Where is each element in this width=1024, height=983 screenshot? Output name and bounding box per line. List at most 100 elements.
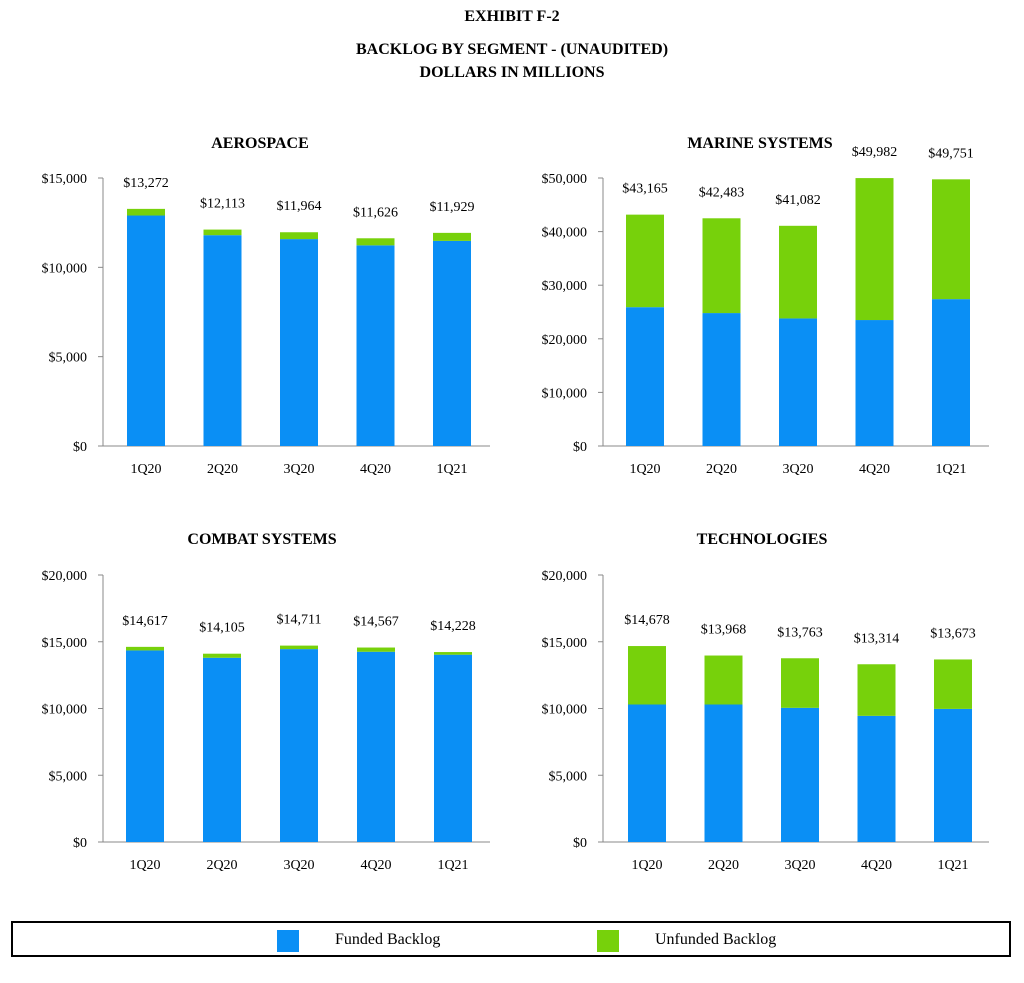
aerospace-y-tick-label: $15,000: [42, 172, 88, 187]
combat-systems-total-label-1q21: $14,228: [430, 619, 476, 634]
combat-systems-x-tick-label: 1Q21: [437, 858, 468, 873]
marine-systems-funded-bar-4q20: [855, 320, 894, 446]
funded-legend-swatch: [277, 930, 299, 952]
combat-systems-unfunded-bar-1q21: [434, 652, 472, 655]
combat-systems-x-tick-label: 4Q20: [360, 858, 391, 873]
marine-systems-y-tick-label: $20,000: [542, 333, 588, 348]
technologies-unfunded-bar-2q20: [704, 655, 743, 705]
marine-systems-total-label-3q20: $41,082: [775, 193, 821, 208]
combat-systems-funded-bar-1q21: [434, 654, 472, 842]
technologies-total-label-1q21: $13,673: [930, 626, 976, 641]
technologies-total-label-3q20: $13,763: [777, 625, 823, 640]
marine-systems-x-tick-label: 2Q20: [706, 462, 737, 477]
aerospace-y-tick-label: $10,000: [42, 261, 88, 276]
technologies-unfunded-bar-1q21: [934, 659, 972, 709]
aerospace-total-label-2q20: $12,113: [200, 197, 245, 212]
technologies-total-label-4q20: $13,314: [854, 631, 900, 646]
technologies-funded-bar-4q20: [857, 715, 896, 842]
marine-systems-funded-bar-1q20: [626, 307, 664, 446]
aerospace-unfunded-bar-1q20: [127, 208, 165, 216]
combat-systems-total-label-2q20: $14,105: [199, 621, 245, 636]
combat-systems-funded-bar-3q20: [280, 649, 318, 842]
technologies-y-tick-label: $10,000: [542, 703, 588, 718]
aerospace-total-label-3q20: $11,964: [277, 199, 322, 214]
aerospace-funded-bar-1q21: [433, 240, 471, 446]
combat-systems-funded-bar-2q20: [203, 657, 241, 842]
page-subtitle: DOLLARS IN MILLIONS: [419, 64, 605, 81]
page-title: BACKLOG BY SEGMENT - (UNAUDITED): [355, 41, 669, 58]
aerospace-x-tick-label: 3Q20: [283, 462, 314, 477]
marine-systems-unfunded-bar-3q20: [779, 225, 817, 319]
marine-systems-x-tick-label: 1Q20: [629, 462, 660, 477]
aerospace-total-label-4q20: $11,626: [353, 205, 398, 220]
technologies-total-label-2q20: $13,968: [701, 623, 747, 638]
technologies-total-label-1q20: $14,678: [624, 613, 670, 628]
funded-legend-label: Funded Backlog: [335, 931, 441, 948]
combat-systems-total-label-1q20: $14,617: [122, 614, 168, 629]
marine-systems-funded-bar-1q21: [932, 299, 970, 446]
marine-systems-unfunded-bar-1q20: [626, 214, 664, 308]
marine-systems-funded-bar-2q20: [702, 313, 741, 446]
marine-systems-y-tick-label: $30,000: [542, 279, 588, 294]
legend: Funded Backlog Unfunded Backlog: [11, 921, 1011, 957]
combat-systems-x-tick-label: 3Q20: [283, 858, 314, 873]
technologies-funded-bar-1q21: [934, 708, 972, 842]
aerospace-x-tick-label: 2Q20: [207, 462, 238, 477]
unfunded-legend-label: Unfunded Backlog: [655, 931, 777, 948]
aerospace-total-label-1q20: $13,272: [123, 176, 169, 191]
marine-systems-chart-title: MARINE SYSTEMS: [687, 135, 832, 152]
marine-systems-unfunded-bar-1q21: [932, 179, 970, 300]
aerospace-funded-bar-2q20: [203, 235, 242, 446]
marine-systems-x-tick-label: 4Q20: [859, 462, 890, 477]
combat-systems-x-tick-label: 1Q20: [129, 858, 160, 873]
marine-systems-y-tick-label: $0: [573, 440, 587, 455]
technologies-y-tick-label: $15,000: [542, 636, 588, 651]
technologies-x-tick-label: 4Q20: [861, 858, 892, 873]
technologies-unfunded-bar-1q20: [628, 646, 666, 705]
technologies-x-tick-label: 1Q21: [937, 858, 968, 873]
aerospace-unfunded-bar-4q20: [356, 238, 395, 246]
technologies-funded-bar-3q20: [781, 707, 819, 842]
marine-systems-total-label-4q20: $49,982: [852, 145, 898, 160]
aerospace-unfunded-bar-3q20: [280, 232, 318, 240]
combat-systems-funded-bar-1q20: [126, 650, 164, 842]
aerospace-funded-bar-3q20: [280, 239, 318, 446]
unfunded-legend-swatch: [597, 930, 619, 952]
marine-systems-funded-bar-3q20: [779, 318, 817, 446]
marine-systems-total-label-1q21: $49,751: [928, 146, 974, 161]
technologies-chart-title: TECHNOLOGIES: [697, 531, 828, 548]
combat-systems-y-tick-label: $10,000: [42, 703, 88, 718]
aerospace-x-tick-label: 1Q20: [130, 462, 161, 477]
technologies-funded-bar-2q20: [704, 704, 743, 842]
technologies-x-tick-label: 2Q20: [708, 858, 739, 873]
technologies-funded-bar-1q20: [628, 704, 666, 842]
combat-systems-unfunded-bar-4q20: [357, 647, 395, 652]
aerospace-x-tick-label: 1Q21: [436, 462, 467, 477]
aerospace-y-tick-label: $0: [73, 440, 87, 455]
marine-systems-x-tick-label: 1Q21: [935, 462, 966, 477]
combat-systems-x-tick-label: 2Q20: [206, 858, 237, 873]
combat-systems-unfunded-bar-2q20: [203, 653, 241, 658]
aerospace-funded-bar-4q20: [356, 245, 395, 446]
marine-systems-unfunded-bar-4q20: [855, 178, 894, 321]
combat-systems-y-tick-label: $0: [73, 836, 87, 851]
aerospace-unfunded-bar-2q20: [203, 229, 242, 236]
technologies-y-tick-label: $20,000: [542, 569, 588, 584]
technologies-x-tick-label: 1Q20: [631, 858, 662, 873]
combat-systems-total-label-4q20: $14,567: [353, 615, 399, 630]
marine-systems-y-tick-label: $50,000: [542, 172, 588, 187]
technologies-y-tick-label: $5,000: [549, 769, 588, 784]
technologies-unfunded-bar-4q20: [857, 664, 896, 716]
aerospace-total-label-1q21: $11,929: [430, 200, 475, 215]
marine-systems-total-label-2q20: $42,483: [699, 185, 745, 200]
aerospace-x-tick-label: 4Q20: [360, 462, 391, 477]
marine-systems-y-tick-label: $10,000: [542, 386, 588, 401]
combat-systems-total-label-3q20: $14,711: [277, 613, 322, 628]
combat-systems-y-tick-label: $5,000: [49, 769, 88, 784]
charts-canvas: AEROSPACE $0 $5,000 $10,000 $15,000 $13,272 1Q…: [42, 135, 989, 873]
combat-systems-y-tick-label: $20,000: [42, 569, 88, 584]
combat-systems-unfunded-bar-1q20: [126, 646, 164, 651]
aerospace-funded-bar-1q20: [127, 215, 165, 446]
combat-systems-chart-title: COMBAT SYSTEMS: [187, 531, 336, 548]
technologies-y-tick-label: $0: [573, 836, 587, 851]
